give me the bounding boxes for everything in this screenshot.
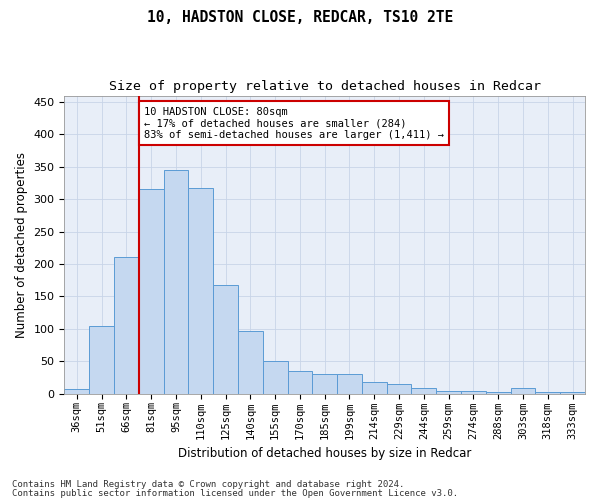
- Y-axis label: Number of detached properties: Number of detached properties: [15, 152, 28, 338]
- Bar: [64, 389, 89, 394]
- Text: 10 HADSTON CLOSE: 80sqm
← 17% of detached houses are smaller (284)
83% of semi-d: 10 HADSTON CLOSE: 80sqm ← 17% of detache…: [144, 106, 444, 140]
- Bar: [560, 392, 585, 394]
- Bar: [139, 190, 164, 394]
- Text: 10, HADSTON CLOSE, REDCAR, TS10 2TE: 10, HADSTON CLOSE, REDCAR, TS10 2TE: [147, 10, 453, 25]
- Bar: [287, 371, 313, 394]
- Bar: [313, 374, 337, 394]
- Bar: [362, 382, 386, 394]
- Bar: [164, 170, 188, 394]
- Bar: [89, 326, 114, 394]
- Bar: [238, 330, 263, 394]
- Bar: [188, 188, 213, 394]
- Bar: [511, 388, 535, 394]
- Bar: [386, 384, 412, 394]
- Bar: [461, 391, 486, 394]
- Bar: [263, 361, 287, 394]
- Bar: [535, 392, 560, 394]
- Text: Contains public sector information licensed under the Open Government Licence v3: Contains public sector information licen…: [12, 489, 458, 498]
- Bar: [412, 388, 436, 394]
- Title: Size of property relative to detached houses in Redcar: Size of property relative to detached ho…: [109, 80, 541, 93]
- Bar: [213, 286, 238, 394]
- Bar: [486, 392, 511, 394]
- Bar: [114, 258, 139, 394]
- X-axis label: Distribution of detached houses by size in Redcar: Distribution of detached houses by size …: [178, 447, 472, 460]
- Text: Contains HM Land Registry data © Crown copyright and database right 2024.: Contains HM Land Registry data © Crown c…: [12, 480, 404, 489]
- Bar: [436, 391, 461, 394]
- Bar: [337, 374, 362, 394]
